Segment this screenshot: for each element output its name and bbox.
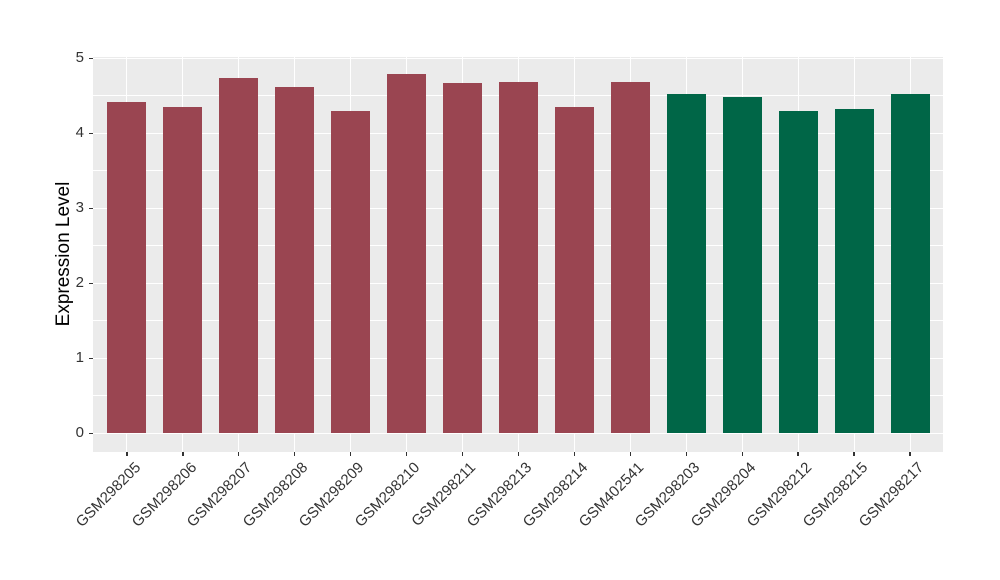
x-tick: [293, 452, 296, 456]
x-tick: [797, 452, 799, 456]
y-tick: [89, 57, 93, 60]
y-tick: [89, 132, 93, 135]
y-tick: [89, 282, 93, 285]
x-tick: [853, 452, 855, 456]
x-tick: [182, 452, 184, 456]
y-tick: [89, 357, 93, 360]
y-tick-label: 4: [75, 124, 84, 142]
x-tick: [517, 452, 520, 456]
bar: [890, 94, 930, 434]
bar: [498, 82, 538, 434]
plot-panel: [93, 57, 943, 452]
bar: [107, 101, 147, 434]
x-tick: [629, 452, 632, 456]
bar: [219, 77, 259, 434]
bar: [163, 107, 203, 434]
bar: [610, 82, 650, 434]
y-tick-label: 0: [75, 424, 84, 442]
x-tick: [685, 452, 688, 456]
bar: [443, 83, 482, 434]
x-tick: [741, 452, 743, 456]
y-tick-label: 2: [75, 274, 84, 292]
x-tick: [909, 452, 911, 456]
x-tick: [405, 452, 408, 456]
bar: [275, 86, 315, 434]
y-tick-label: 1: [75, 349, 84, 367]
bar: [722, 96, 762, 434]
bar: [554, 107, 594, 434]
y-tick-label: 5: [75, 49, 84, 67]
x-tick: [573, 452, 576, 456]
y-tick: [89, 432, 93, 435]
bar: [666, 94, 706, 434]
bar: [387, 74, 427, 434]
x-tick: [349, 452, 352, 456]
y-tick-label: 3: [75, 199, 84, 217]
bar: [331, 110, 371, 434]
y-tick: [89, 207, 93, 210]
x-tick: [126, 452, 128, 456]
bar: [834, 108, 874, 434]
x-tick: [461, 452, 464, 456]
x-tick: [237, 452, 240, 456]
bar: [778, 110, 818, 434]
